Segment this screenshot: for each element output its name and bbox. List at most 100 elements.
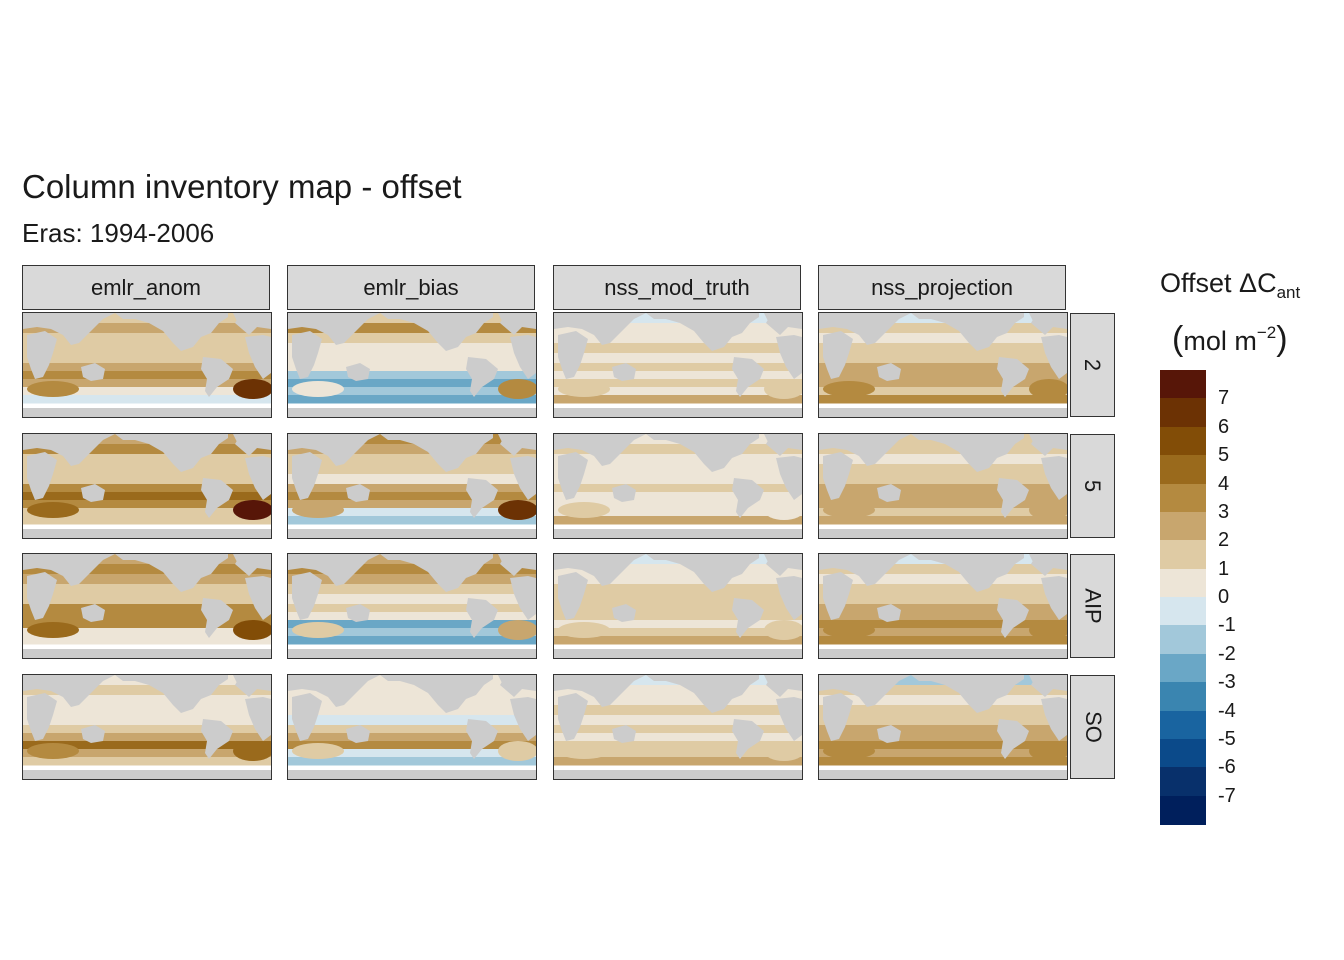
offset-band <box>23 564 271 575</box>
ocean-map <box>819 554 1067 658</box>
south-indian-region <box>27 622 79 638</box>
land-mask <box>1041 576 1067 620</box>
offset-band <box>819 379 1067 388</box>
land-mask <box>115 554 228 592</box>
offset-band <box>819 725 1067 734</box>
land-mask <box>201 598 233 638</box>
south-atlantic-region <box>233 379 271 399</box>
south-atlantic-region <box>764 741 802 761</box>
offset-band <box>819 464 1067 475</box>
south-atlantic-region <box>1029 620 1067 640</box>
offset-band <box>288 574 536 585</box>
land-mask <box>732 598 764 638</box>
legend-swatch <box>1160 426 1206 456</box>
land-mask <box>498 434 514 442</box>
legend-swatch <box>1160 710 1206 740</box>
offset-band <box>23 705 271 716</box>
land-mask <box>288 675 380 707</box>
land-mask <box>292 693 322 741</box>
legend-tick <box>1206 568 1214 570</box>
land-mask <box>288 313 380 345</box>
legend-title: Offset ΔCant <box>1160 268 1301 302</box>
legend-tick-label: -7 <box>1218 784 1236 807</box>
legend-tick <box>1206 398 1214 400</box>
land-mask <box>776 335 802 379</box>
land-mask <box>997 598 1029 638</box>
land-mask <box>764 434 780 442</box>
offset-band <box>819 612 1067 621</box>
land-mask <box>1029 554 1045 562</box>
offset-band <box>554 484 802 493</box>
offset-band <box>554 749 802 758</box>
legend-swatch <box>1160 738 1206 768</box>
land-mask <box>554 434 646 466</box>
chart-subtitle: Eras: 1994-2006 <box>22 218 215 248</box>
land-mask <box>819 529 1067 538</box>
land-mask <box>823 452 853 500</box>
offset-band <box>554 594 802 605</box>
ocean-map <box>819 675 1067 779</box>
south-indian-region <box>558 743 610 759</box>
legend-tick-label: -3 <box>1218 671 1236 694</box>
offset-band <box>288 584 536 595</box>
land-mask <box>776 576 802 620</box>
map-panel-emlr-anom-2 <box>22 312 272 418</box>
offset-band <box>554 500 802 509</box>
land-mask <box>554 313 646 345</box>
offset-band <box>819 333 1067 344</box>
land-mask <box>233 434 249 442</box>
land-mask <box>346 484 370 502</box>
legend-tick-label: -6 <box>1218 756 1236 779</box>
legend-unit: (mol m−2) <box>1172 320 1288 358</box>
ocean-map <box>23 313 271 417</box>
offset-band <box>554 757 802 766</box>
offset-band <box>554 685 802 696</box>
land-mask <box>23 675 115 707</box>
offset-band <box>23 733 271 742</box>
map-panel-nss-mod-truth-aip <box>553 553 803 659</box>
offset-band <box>554 363 802 372</box>
offset-band <box>288 353 536 364</box>
legend-tick-label: -1 <box>1218 614 1236 637</box>
legend-tick <box>1206 767 1214 769</box>
legend-tick <box>1206 738 1214 740</box>
south-indian-region <box>823 502 875 518</box>
facet-strip-emlr-anom: emlr_anom <box>22 265 270 310</box>
offset-band <box>288 474 536 485</box>
land-mask <box>554 770 802 779</box>
offset-band <box>554 604 802 613</box>
land-mask <box>288 554 380 586</box>
facet-strip-row-aip: AIP <box>1070 554 1115 658</box>
south-atlantic-region <box>764 379 802 399</box>
offset-band <box>288 379 536 388</box>
offset-band <box>288 757 536 766</box>
land-mask <box>81 484 105 502</box>
offset-band <box>23 620 271 629</box>
land-mask <box>554 408 802 417</box>
legend-swatch <box>1160 398 1206 428</box>
facet-strip-emlr-bias: emlr_bias <box>287 265 535 310</box>
offset-band <box>554 741 802 750</box>
land-mask <box>466 719 498 759</box>
legend-tick-label: -4 <box>1218 699 1236 722</box>
land-mask <box>466 357 498 397</box>
legend-tick <box>1206 511 1214 513</box>
map-panel-nss-mod-truth-2 <box>553 312 803 418</box>
land-mask <box>245 456 271 500</box>
ocean-map <box>288 313 536 417</box>
south-indian-region <box>292 622 344 638</box>
offset-band <box>819 508 1067 517</box>
land-mask <box>346 725 370 743</box>
ocean-map <box>288 554 536 658</box>
offset-band <box>23 333 271 344</box>
map-panel-nss-projection-aip <box>818 553 1068 659</box>
land-mask <box>554 675 646 707</box>
offset-band <box>288 323 536 334</box>
land-mask <box>911 675 1024 713</box>
land-mask <box>201 719 233 759</box>
land-mask <box>292 331 322 379</box>
facet-strip-row-label: 2 <box>1080 358 1106 372</box>
south-indian-region <box>558 502 610 518</box>
legend-tick <box>1206 426 1214 428</box>
land-mask <box>554 529 802 538</box>
